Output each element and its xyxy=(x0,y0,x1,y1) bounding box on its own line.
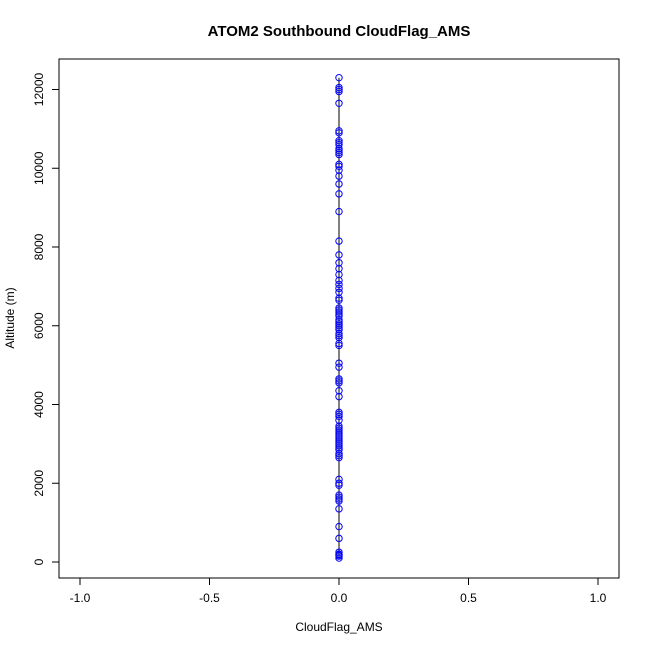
x-axis: -1.0 -0.5 0.0 0.5 1.0 xyxy=(70,577,607,605)
data-point xyxy=(335,442,343,450)
x-tick-label: 1.0 xyxy=(590,591,607,605)
y-tick-label: 8000 xyxy=(32,233,46,260)
data-point xyxy=(335,73,343,82)
data-point xyxy=(335,144,343,153)
data-point xyxy=(335,339,343,348)
y-tick-label: 0 xyxy=(32,558,46,565)
data-point xyxy=(335,329,343,338)
x-tick-label: -1.0 xyxy=(70,591,91,605)
data-point xyxy=(335,432,343,440)
data-point xyxy=(335,363,343,371)
data-point xyxy=(335,127,343,135)
data-point xyxy=(335,146,343,155)
data-point xyxy=(335,320,343,328)
data-point xyxy=(335,148,343,157)
y-tick-label: 10000 xyxy=(32,151,46,185)
data-point xyxy=(335,308,343,316)
y-tick-label: 6000 xyxy=(32,312,46,339)
y-tick-label: 12000 xyxy=(32,72,46,106)
data-point xyxy=(335,422,343,430)
data-point xyxy=(335,412,343,421)
data-point xyxy=(335,497,343,505)
data-point xyxy=(335,99,343,107)
data-point xyxy=(335,237,343,245)
data-point xyxy=(335,479,343,487)
data-point xyxy=(335,493,343,501)
data-point xyxy=(335,331,343,340)
data-point xyxy=(335,377,343,385)
data-point xyxy=(335,251,343,259)
data-point xyxy=(335,296,343,304)
data-point xyxy=(335,379,343,387)
data-point xyxy=(335,522,343,531)
y-axis: 0 2000 4000 6000 8000 10000 12000 xyxy=(32,72,60,565)
data-point xyxy=(335,424,343,432)
y-tick-label: 4000 xyxy=(32,391,46,418)
data-point xyxy=(335,136,343,145)
data-point xyxy=(335,306,343,314)
x-tick-label: 0.5 xyxy=(460,591,477,605)
data-point xyxy=(335,450,343,458)
data-point xyxy=(335,180,343,188)
data-point xyxy=(335,316,343,324)
data-point xyxy=(335,83,343,92)
data-point xyxy=(335,284,343,293)
data-point xyxy=(335,451,343,460)
data-point xyxy=(335,375,343,383)
x-tick-label: 0.0 xyxy=(331,591,348,605)
data-point xyxy=(335,534,343,543)
x-axis-label: CloudFlag_AMS xyxy=(295,620,382,634)
data-point xyxy=(335,207,343,216)
y-tick-label: 2000 xyxy=(32,470,46,497)
x-tick-label: -0.5 xyxy=(199,591,220,605)
data-point xyxy=(335,359,343,367)
data-point xyxy=(335,410,343,419)
data-point xyxy=(335,440,343,448)
data-point xyxy=(335,129,343,137)
data-point xyxy=(335,495,343,503)
data-point xyxy=(335,190,343,198)
data-point xyxy=(335,392,343,401)
data-point xyxy=(335,453,343,462)
data-point xyxy=(335,551,343,559)
data-point xyxy=(335,554,343,562)
data-point xyxy=(335,481,343,489)
data-point xyxy=(335,162,343,170)
chart-title: ATOM2 Southbound CloudFlag_AMS xyxy=(208,23,471,40)
y-axis-label: Altitude (m) xyxy=(3,287,17,348)
data-point xyxy=(335,85,343,94)
data-point xyxy=(335,294,343,302)
data-point xyxy=(335,505,343,513)
data-point xyxy=(335,276,343,285)
data-point xyxy=(335,341,343,350)
data-point xyxy=(335,408,343,417)
data-point xyxy=(335,166,343,174)
data-point xyxy=(335,87,343,96)
data-point xyxy=(335,280,343,289)
data-points xyxy=(335,73,343,562)
